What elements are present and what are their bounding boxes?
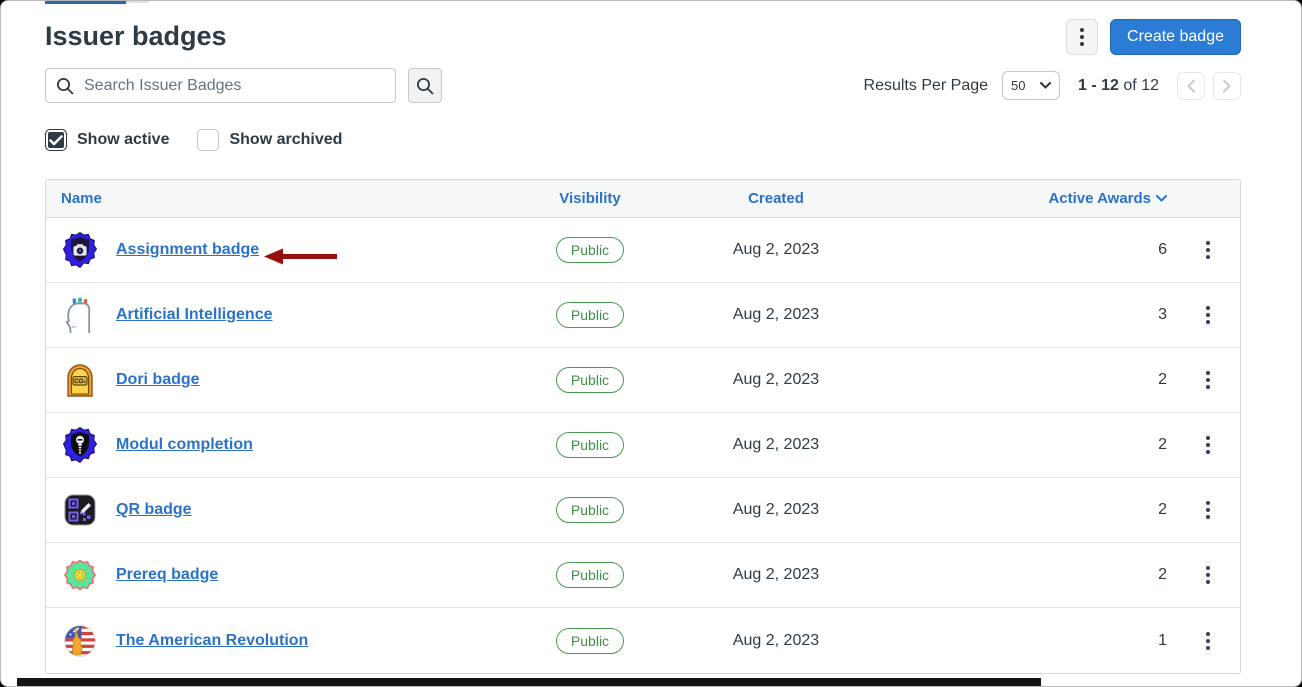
screw-shield-badge-icon	[61, 426, 99, 464]
per-page-value: 50	[1011, 78, 1026, 93]
previous-page-button[interactable]	[1177, 71, 1205, 100]
create-badge-button[interactable]: Create badge	[1110, 19, 1241, 55]
svg-text:CO₂: CO₂	[74, 379, 86, 385]
created-date: Aug 2, 2023	[732, 371, 820, 388]
row-options-button[interactable]	[1200, 300, 1216, 330]
active-awards-count: 2	[1158, 566, 1167, 583]
cropped-bottom-element	[17, 678, 1041, 686]
search-icon	[56, 77, 74, 95]
show-active-label: Show active	[77, 131, 170, 148]
visibility-badge: Public	[555, 367, 625, 393]
active-awards-count: 1	[1158, 631, 1167, 649]
visibility-badge: Public	[555, 302, 625, 328]
co2-badge-icon: CO₂	[61, 361, 99, 399]
table-row: Modul completion Public Aug 2, 2023 2	[46, 413, 1240, 478]
head-with-tools-badge-icon	[61, 296, 99, 334]
filters-row: Show active Show archived	[45, 129, 1241, 151]
visibility-badge: Public	[555, 432, 625, 458]
search-icon	[416, 77, 434, 95]
table-row: The American Revolution Public Aug 2, 20…	[46, 608, 1240, 673]
table-row: Prereq badge Public Aug 2, 2023 2	[46, 543, 1240, 608]
active-awards-count: 2	[1158, 501, 1167, 518]
page-header: Issuer badges Create badge	[45, 19, 1241, 55]
visibility-badge: Public	[555, 497, 625, 523]
sort-chevron-down-icon	[1156, 195, 1167, 202]
table-body: Assignment badge Public Aug 2, 2023 6 Ar…	[46, 218, 1240, 673]
table-row: QR badge Public Aug 2, 2023 2	[46, 478, 1240, 543]
table-row: CO₂ Dori badge Public Aug 2, 2023 2	[46, 348, 1240, 413]
kebab-icon	[1080, 28, 1085, 46]
active-awards-count: 3	[1158, 306, 1167, 323]
column-header-active-awards-sort[interactable]: Active Awards	[882, 190, 1177, 207]
created-date: Aug 2, 2023	[732, 501, 820, 518]
badge-name-link[interactable]: The American Revolution	[116, 631, 309, 649]
badge-name-link[interactable]: Assignment badge	[116, 241, 260, 258]
active-tab-indicator	[45, 1, 126, 4]
search-submit-button[interactable]	[408, 68, 442, 103]
created-date: Aug 2, 2023	[732, 306, 820, 323]
active-awards-count: 6	[1158, 241, 1167, 258]
column-header-created: Created	[748, 190, 804, 207]
show-active-checkbox[interactable]	[45, 129, 67, 151]
badge-name-link[interactable]: Prereq badge	[116, 566, 219, 583]
show-archived-filter[interactable]: Show archived	[197, 129, 342, 151]
table-row: Assignment badge Public Aug 2, 2023 6	[46, 218, 1240, 283]
range-of: of 12	[1123, 76, 1159, 94]
active-awards-label: Active Awards	[1048, 190, 1151, 207]
show-archived-label: Show archived	[229, 131, 343, 148]
row-options-button[interactable]	[1200, 560, 1216, 590]
show-archived-checkbox[interactable]	[197, 129, 220, 151]
page-title: Issuer badges	[45, 21, 227, 51]
search-input[interactable]	[82, 75, 385, 96]
range-bold: 1 - 12	[1078, 76, 1119, 94]
search-pagination-row: Results Per Page 50 1 - 12 of 12	[45, 68, 1241, 103]
badge-name-link[interactable]: QR badge	[116, 501, 192, 518]
badge-name-link[interactable]: Dori badge	[116, 371, 200, 388]
more-options-button[interactable]	[1066, 19, 1099, 55]
badges-table: Name Visibility Created Active Awards As…	[45, 179, 1241, 674]
table-header-row: Name Visibility Created Active Awards	[46, 180, 1240, 218]
badge-name-link[interactable]: Artificial Intelligence	[116, 306, 273, 323]
results-per-page-select[interactable]: 50	[1002, 71, 1061, 100]
badge-name-link[interactable]: Modul completion	[116, 436, 253, 453]
chevron-right-icon	[1222, 79, 1232, 93]
flower-badge-icon	[61, 556, 99, 594]
pagination-controls: Results Per Page 50 1 - 12 of 12	[864, 71, 1241, 100]
annotation-arrow	[264, 247, 338, 271]
created-date: Aug 2, 2023	[732, 631, 820, 649]
search-box	[45, 68, 396, 103]
results-range: 1 - 12 of 12	[1078, 77, 1159, 95]
assignment-camera-badge-icon	[61, 231, 99, 269]
row-options-button[interactable]	[1200, 365, 1216, 395]
results-per-page-label: Results Per Page	[863, 76, 989, 94]
visibility-badge: Public	[555, 237, 625, 263]
chevron-down-icon	[1040, 82, 1052, 89]
qr-code-badge-icon	[61, 491, 99, 529]
header-actions: Create badge	[1066, 19, 1241, 55]
active-awards-count: 2	[1158, 436, 1167, 453]
row-options-button[interactable]	[1200, 235, 1216, 265]
row-options-button[interactable]	[1200, 495, 1216, 525]
visibility-badge: Public	[555, 627, 625, 654]
row-options-button[interactable]	[1200, 626, 1216, 656]
table-row: Artificial Intelligence Public Aug 2, 20…	[46, 283, 1240, 348]
visibility-badge: Public	[555, 562, 625, 588]
created-date: Aug 2, 2023	[732, 566, 820, 583]
active-awards-count: 2	[1158, 371, 1167, 388]
show-active-filter[interactable]: Show active	[45, 129, 169, 151]
created-date: Aug 2, 2023	[732, 241, 820, 258]
us-flag-badge-icon	[61, 622, 99, 660]
column-header-name: Name	[61, 190, 102, 207]
next-page-button[interactable]	[1213, 71, 1241, 100]
created-date: Aug 2, 2023	[732, 436, 820, 453]
column-header-visibility: Visibility	[559, 190, 621, 207]
chevron-left-icon	[1186, 79, 1196, 93]
row-options-button[interactable]	[1200, 430, 1216, 460]
